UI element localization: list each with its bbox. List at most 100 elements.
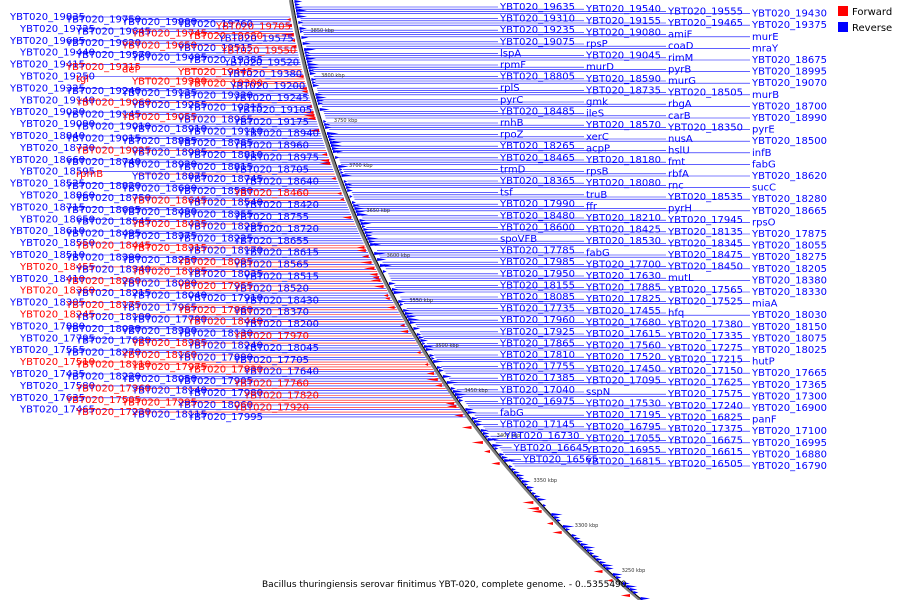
left-gene-label: YBT020_19110 [187, 126, 263, 137]
left-gene-label: YBT020_19055 [121, 112, 197, 123]
right-gene-label: YBT020_17755 [499, 362, 575, 373]
reverse-gene-mark [424, 345, 434, 348]
left-gene-label: YBT020_18965 [177, 114, 253, 125]
left-gene-label: YBT020_18495 [65, 229, 141, 240]
left-gene-label: YBT020_17820 [243, 391, 319, 402]
reverse-gene-mark [446, 381, 459, 384]
right-gene-label: rimM [668, 53, 693, 64]
left-gene-label: YBT020_18580 [177, 186, 253, 197]
right-gene-label: YBT020_17985 [499, 257, 575, 268]
reverse-gene-mark [364, 231, 374, 234]
right-gene-label: YBT020_17865 [499, 338, 575, 349]
right-gene-label: YBT020_18480 [499, 211, 575, 222]
reverse-gene-mark [374, 252, 386, 255]
reverse-gene-mark [331, 144, 342, 147]
left-gene-label: YBT020_18940 [243, 129, 319, 140]
left-gene-label: YBT020_17760 [233, 379, 309, 390]
reverse-gene-mark [571, 534, 577, 537]
right-gene-label: YBT020_18530 [585, 236, 661, 247]
right-gene-label: YBT020_18080 [585, 178, 661, 189]
left-gene-label: YBT020_19750 [65, 14, 141, 25]
right-gene-label: YBT020_17875 [751, 229, 827, 240]
left-gene-label: YBT020_18340 [75, 264, 151, 275]
left-gene-label: YBT020_18300 [121, 326, 197, 337]
right-gene-label: ffr [586, 201, 598, 212]
right-gene-label: YBT020_17950 [499, 269, 575, 280]
left-gene-label: YBT020_18410 [9, 274, 85, 285]
right-gene-label: YBT020_19555 [667, 6, 743, 17]
left-gene-label: YBT020_19010 [75, 122, 151, 133]
left-gene-label: YBT020_19760 [177, 19, 253, 30]
left-gene-label: YBT020_19325 [9, 83, 85, 94]
right-gene-label: YBT020_17365 [751, 380, 827, 391]
bp-tick-label: 3500 kbp [435, 343, 459, 349]
reverse-gene-mark [457, 396, 464, 399]
forward-gene-mark [426, 372, 434, 375]
left-gene-label: YBT020_19705 [215, 22, 291, 33]
reverse-gene-mark [355, 210, 366, 213]
forward-gene-mark [369, 273, 378, 276]
reverse-gene-mark [380, 264, 392, 267]
right-gene-label: YBT020_18350 [667, 122, 743, 133]
reverse-gene-mark [362, 225, 366, 228]
reverse-gene-mark [363, 228, 369, 231]
forward-gene-mark [445, 402, 455, 405]
reverse-gene-mark [543, 504, 547, 507]
reverse-gene-mark [329, 138, 336, 141]
left-gene-label: YBT020_18430 [243, 295, 319, 306]
left-gene-label: YBT020_17880 [9, 321, 85, 332]
left-gene-label: YBT020_18200 [243, 319, 319, 330]
reverse-gene-mark [324, 123, 331, 126]
left-gene-label: YBT020_18550 [19, 238, 95, 249]
right-gene-label: YBT020_18505 [667, 88, 743, 99]
reverse-gene-mark [333, 150, 344, 153]
reverse-gene-mark [599, 561, 607, 564]
forward-gene-mark [303, 114, 315, 117]
left-gene-label: YBT020_18355 [177, 210, 253, 221]
forward-gene-mark [374, 285, 384, 288]
right-gene-label: rnc [668, 180, 684, 191]
forward-gene-mark [309, 129, 320, 132]
left-gene-label: YBT020_18390 [65, 252, 141, 263]
reverse-gene-mark [354, 207, 365, 210]
right-gene-label: YBT020_18570 [585, 120, 661, 131]
right-gene-label: spoVFB [500, 234, 537, 245]
left-gene-label: YBT020_19060 [75, 98, 151, 109]
reverse-gene-mark [406, 315, 417, 318]
right-gene-label: YBT020_17885 [585, 283, 661, 294]
left-gene-label: YBT020_18740 [65, 157, 141, 168]
reverse-gene-mark [633, 591, 639, 594]
right-gene-label: panF [752, 415, 777, 426]
right-gene-label: YBT020_16995 [751, 438, 827, 449]
reverse-gene-mark [465, 408, 474, 411]
right-gene-label: YBT020_19070 [751, 78, 827, 89]
reverse-gene-mark [409, 321, 417, 324]
left-gene-label: YBT020_18060 [177, 400, 253, 411]
reverse-gene-mark [338, 165, 349, 168]
reverse-gene-mark [305, 54, 312, 57]
right-gene-label: YBT020_17525 [667, 296, 743, 307]
reverse-gene-mark [408, 318, 420, 321]
reverse-gene-mark [393, 291, 406, 294]
reverse-gene-mark [623, 582, 630, 585]
reverse-gene-mark [340, 171, 344, 174]
right-gene-label: miaA [752, 299, 778, 310]
reverse-gene-mark [319, 108, 330, 111]
forward-gene-mark [593, 570, 603, 573]
right-gene-label: YBT020_19045 [585, 51, 661, 62]
left-gene-label: YBT020_18140 [131, 386, 207, 397]
right-gene-label: YBT020_17925 [499, 327, 575, 338]
right-gene-label: YBT020_18425 [585, 225, 661, 236]
left-gene-label: YBT020_18610 [9, 226, 85, 237]
left-gene-label: YBT020_17980 [187, 388, 263, 399]
right-gene-label: YBT020_18055 [751, 241, 827, 252]
right-gene-label: YBT020_17240 [667, 401, 743, 412]
left-gene-label: YBT020_18090 [121, 279, 197, 290]
right-gene-label: YBT020_18380 [751, 275, 827, 286]
left-gene-label: YBT020_18375 [121, 231, 197, 242]
forward-gene-mark [607, 579, 613, 582]
left-gene-label: YBT020_18195 [131, 267, 207, 278]
reverse-gene-mark [416, 333, 422, 336]
right-gene-label: YBT020_18180 [585, 155, 661, 166]
left-gene-label: YBT020_18220 [65, 371, 141, 382]
